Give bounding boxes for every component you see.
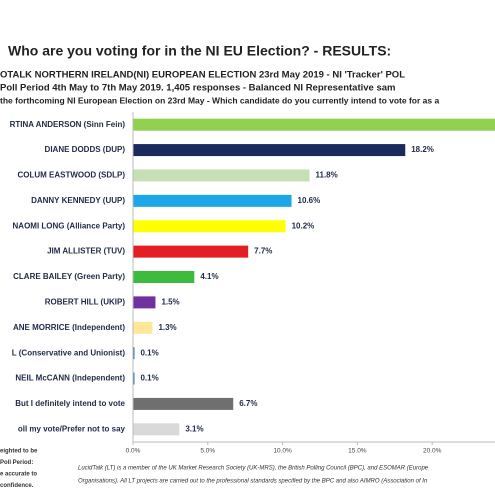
bar bbox=[133, 347, 135, 360]
chart-title: Who are you voting for in the NI EU Elec… bbox=[8, 43, 391, 59]
category-label: COLUM EASTWOOD (SDLP) bbox=[17, 171, 125, 180]
side-note: confidence. bbox=[0, 483, 34, 489]
x-tick-label: 0.0% bbox=[126, 448, 141, 455]
footnote: LucidTalk (LT) is a member of the UK Mar… bbox=[78, 466, 429, 472]
value-label: 18.2% bbox=[411, 145, 434, 154]
footnote: Organisations). All LT projects are carr… bbox=[78, 479, 428, 485]
side-note: eighted to be bbox=[0, 449, 38, 455]
value-label: 11.8% bbox=[316, 171, 338, 180]
bar bbox=[133, 397, 234, 410]
category-label: DIANE DODDS (DUP) bbox=[45, 145, 126, 154]
bar bbox=[133, 144, 406, 157]
side-note: e accurate to bbox=[0, 472, 37, 478]
value-label: 4.1% bbox=[200, 272, 218, 281]
bar bbox=[133, 245, 249, 258]
bar bbox=[133, 169, 310, 182]
value-label: 0.1% bbox=[140, 374, 158, 383]
subtitle: OTALK NORTHERN IRELAND(NI) EUROPEAN ELEC… bbox=[0, 70, 405, 81]
value-label: 1.5% bbox=[161, 297, 179, 306]
category-label: RTINA ANDERSON (Sinn Fein) bbox=[10, 120, 126, 129]
x-tick-label: 5.0% bbox=[200, 448, 215, 455]
category-label: ANE MORRICE (Independent) bbox=[13, 323, 125, 332]
bar bbox=[133, 271, 195, 283]
category-label: NAOMI LONG (Alliance Party) bbox=[13, 221, 126, 230]
category-label: JIM ALLISTER (TUV) bbox=[47, 247, 125, 256]
value-label: 6.7% bbox=[239, 399, 257, 408]
subtitle: the forthcoming NI European Election on … bbox=[0, 95, 439, 105]
value-label: 7.7% bbox=[254, 247, 272, 256]
category-label: DANNY KENNEDY (UUP) bbox=[31, 196, 125, 205]
value-label: 10.6% bbox=[298, 196, 321, 205]
category-label: ROBERT HILL (UKIP) bbox=[45, 297, 126, 306]
bar bbox=[133, 118, 495, 131]
value-label: 3.1% bbox=[185, 424, 203, 433]
value-label: 0.1% bbox=[140, 348, 158, 357]
bar bbox=[133, 321, 153, 334]
category-label: L (Conservative and Unionist) bbox=[12, 348, 126, 357]
x-tick-label: 20.0% bbox=[423, 448, 442, 455]
x-tick-label: 15.0% bbox=[348, 448, 367, 455]
category-label: NEIL McCANN (Independent) bbox=[15, 374, 125, 383]
x-tick-label: 10.0% bbox=[273, 448, 292, 455]
value-label: 10.2% bbox=[292, 221, 315, 230]
bar bbox=[133, 423, 180, 436]
bar bbox=[133, 194, 292, 207]
side-note: Poll Period: bbox=[0, 460, 33, 466]
category-label: oll my vote/Prefer not to say bbox=[18, 424, 126, 433]
subtitle: Poll Period 4th May to 7th May 2019. 1,4… bbox=[0, 83, 395, 94]
plot-area bbox=[133, 118, 495, 436]
category-label: But I definitely intend to vote bbox=[15, 399, 125, 408]
bar bbox=[133, 372, 135, 385]
value-label: 1.3% bbox=[158, 323, 176, 332]
bar bbox=[133, 296, 156, 309]
bar bbox=[133, 220, 286, 233]
category-label: CLARE BAILEY (Green Party) bbox=[13, 272, 125, 281]
